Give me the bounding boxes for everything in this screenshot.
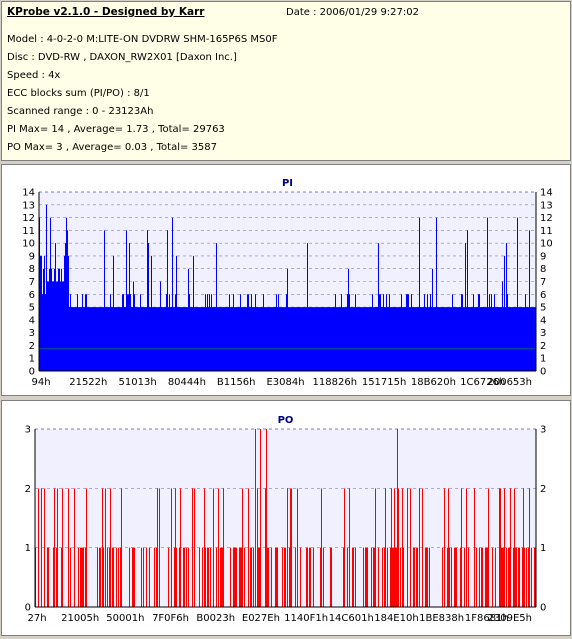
y-tick-label-right: 7: [540, 277, 546, 288]
scan-range: Scanned range : 0 - 23123Ah: [7, 106, 154, 117]
y-tick-label-right: 9: [540, 251, 546, 262]
po-stats: PO Max= 3 , Average= 0.03 , Total= 3587: [7, 142, 217, 153]
scan-date: Date : 2006/01/29 9:27:02: [286, 7, 419, 18]
y-tick-label-right: 11: [540, 226, 553, 237]
x-tick-label: E3084h: [266, 377, 304, 388]
pi-stats: PI Max= 14 , Average= 1.73 , Total= 2976…: [7, 124, 225, 135]
y-tick-label-right: 10: [540, 239, 553, 250]
chart-title: PI: [282, 178, 293, 189]
y-tick-label-right: 6: [540, 290, 546, 301]
x-tick-label: B1156h: [217, 377, 256, 388]
drive-model: Model : 4-0-2-0 M:LITE-ON DVDRW SHM-165P…: [7, 34, 278, 45]
x-tick-label: 27h: [27, 613, 46, 624]
x-tick-label: 14C601h: [329, 613, 374, 624]
y-tick-label-left: 1: [29, 354, 35, 365]
y-tick-label-left: 6: [29, 290, 35, 301]
x-tick-label: 21522h: [69, 377, 107, 388]
y-tick-label-left: 0: [25, 603, 31, 614]
y-tick-label-right: 8: [540, 264, 546, 275]
x-tick-label: 151715h: [362, 377, 407, 388]
po-chart-panel: PO 0 0 1 1 2 2 3 3 27h 21005h 50001h 7F0F6h B0023h E02…: [1, 400, 571, 636]
x-tick-label: 18B620h: [411, 377, 456, 388]
y-tick-label-right: 4: [540, 315, 546, 326]
x-tick-label: 50001h: [106, 613, 144, 624]
y-tick-label-right: 1: [540, 354, 546, 365]
x-tick-label: 200653h: [487, 377, 532, 388]
x-tick-label: E027Eh: [242, 613, 280, 624]
x-tick-label: 1BE838h: [419, 613, 464, 624]
y-tick-label-right: 13: [540, 200, 553, 211]
y-tick-label-right: 5: [540, 303, 546, 314]
y-tick-label-right: 14: [540, 188, 553, 199]
y-tick-label-left: 3: [25, 425, 31, 436]
disc-info: Disc : DVD-RW , DAXON_RW2X01 [Daxon Inc.…: [7, 52, 237, 63]
y-tick-label-right: 1: [540, 543, 546, 554]
y-tick-label-left: 0: [29, 367, 35, 378]
y-tick-label-right: 12: [540, 213, 553, 224]
x-tick-label: 7F0F6h: [152, 613, 189, 624]
y-tick-label-right: 2: [540, 484, 546, 495]
chart-title: PO: [278, 415, 294, 426]
y-tick-label-right: 3: [540, 425, 546, 436]
x-tick-label: 118826h: [313, 377, 358, 388]
y-tick-label-left: 5: [29, 303, 35, 314]
y-tick-label-left: 4: [29, 315, 35, 326]
x-tick-label: 1C6726h: [460, 377, 505, 388]
y-tick-label-left: 13: [22, 200, 35, 211]
y-tick-label-left: 1: [25, 543, 31, 554]
y-tick-label-left: 14: [22, 188, 35, 199]
x-tick-label: B0023h: [196, 613, 235, 624]
x-tick-label: 1F8681h: [465, 613, 509, 624]
y-tick-label-left: 3: [29, 328, 35, 339]
y-tick-label-left: 10: [22, 239, 35, 250]
y-tick-label-right: 3: [540, 328, 546, 339]
pi-chart-panel: PI 0 0 1 1 2 2 3 3 4 4 5 5 6 6 7 7 8 8 9 9 10 10 11 11 12 12 13 13 14…: [1, 164, 571, 396]
x-tick-label: 1140F1h: [284, 613, 328, 624]
y-tick-label-left: 2: [25, 484, 31, 495]
x-tick-label: 21005h: [61, 613, 99, 624]
y-tick-label-left: 12: [22, 213, 35, 224]
y-tick-label-left: 9: [29, 251, 35, 262]
y-tick-label-right: 0: [540, 367, 546, 378]
speed-info: Speed : 4x: [7, 70, 61, 81]
y-tick-label-right: 2: [540, 341, 546, 352]
y-tick-label-left: 2: [29, 341, 35, 352]
app-title: KProbe v2.1.0 - Designed by Karr: [7, 6, 205, 18]
y-tick-label-left: 7: [29, 277, 35, 288]
x-tick-label: 184E10h: [374, 613, 418, 624]
po-chart: PO 0 0 1 1 2 2 3 3 27h 21005h 50001h 7F0F6h B0023h E02…: [25, 415, 547, 624]
y-tick-label-left: 11: [22, 226, 35, 237]
x-tick-label: 80444h: [168, 377, 206, 388]
x-tick-label: 51013h: [119, 377, 157, 388]
ecc-info: ECC blocks sum (PI/PO) : 8/1: [7, 88, 150, 99]
info-panel: KProbe v2.1.0 - Designed by Karr Date : …: [1, 1, 571, 161]
y-tick-label-right: 0: [540, 603, 546, 614]
y-tick-label-left: 8: [29, 264, 35, 275]
x-tick-label: 94h: [31, 377, 50, 388]
x-tick-label: 2309E5h: [488, 613, 532, 624]
